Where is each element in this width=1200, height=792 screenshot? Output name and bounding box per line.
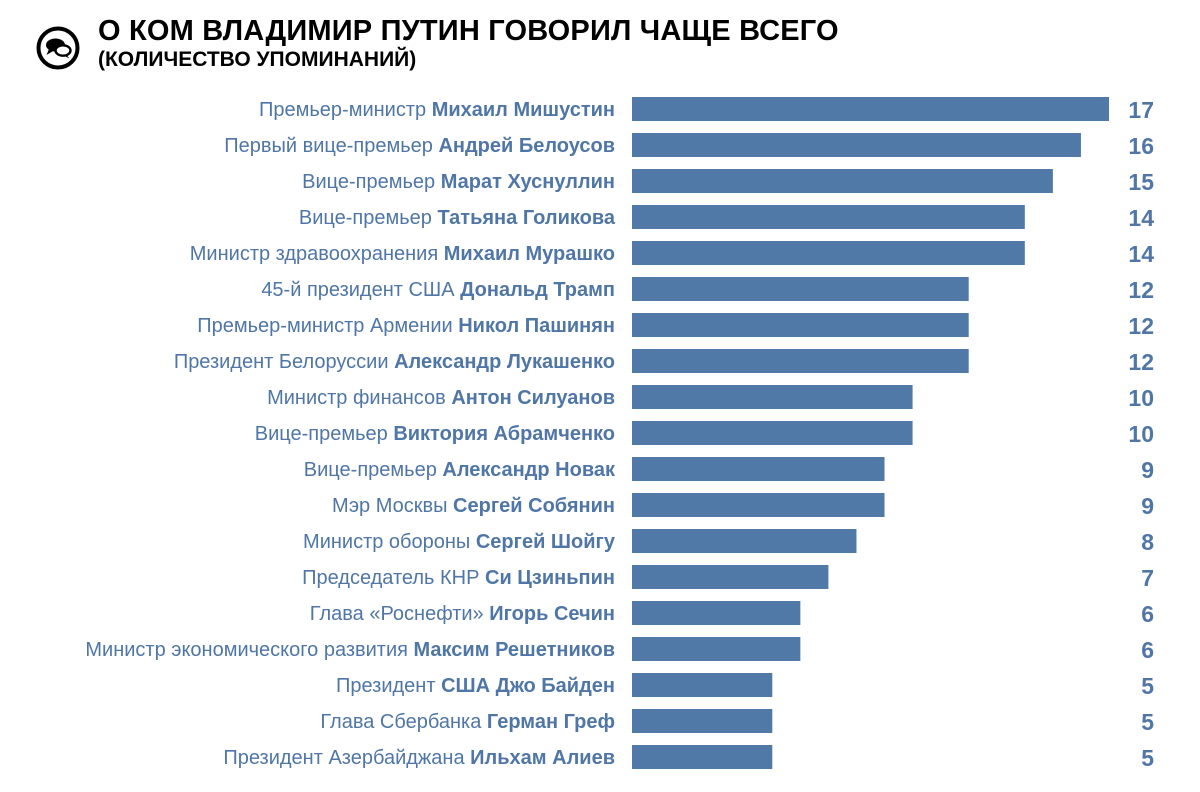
bar-label-person: Татьяна Голикова [437, 207, 615, 229]
bar-label: Председатель КНР Си Цзиньпин [302, 567, 615, 589]
bar-label-person: США Джо Байден [441, 675, 615, 697]
bar-value-label: 12 [1128, 277, 1154, 303]
bar [632, 277, 969, 301]
bar-label-role: Вице-премьер [302, 171, 441, 193]
bar-label-role: Министр экономического развития [85, 639, 413, 661]
bar-label-role: Вице-премьер [304, 459, 443, 481]
bar-value-label: 9 [1141, 493, 1154, 519]
bar-label-person: Михаил Мурашко [444, 243, 615, 265]
bar-label: 45-й президент США Дональд Трамп [261, 279, 615, 301]
bar-value-label: 15 [1128, 169, 1154, 195]
bar [632, 313, 969, 337]
bar-label-role: Глава «Роснефти» [310, 603, 489, 625]
bar-label-person: Игорь Сечин [489, 603, 615, 625]
chart-title: О КОМ ВЛАДИМИР ПУТИН ГОВОРИЛ ЧАЩЕ ВСЕГО [98, 15, 839, 47]
bar-label: Премьер-министр Армении Никол Пашинян [197, 315, 615, 337]
bar-label-role: Министр финансов [267, 387, 451, 409]
bar [632, 529, 857, 553]
bar-label-person: Антон Силуанов [451, 387, 615, 409]
bar-label-role: Глава Сбербанка [320, 711, 487, 733]
bar-label: Президент Азербайджана Ильхам Алиев [223, 747, 615, 769]
bar-label-person: Дональд Трамп [460, 279, 615, 301]
bar-value-label: 10 [1128, 421, 1154, 447]
bar-label-person: Никол Пашинян [458, 315, 615, 337]
bar-value-label: 14 [1128, 241, 1154, 267]
bar-label: Министр обороны Сергей Шойгу [303, 531, 616, 553]
bar-label: Вице-премьер Марат Хуснуллин [302, 171, 615, 193]
bar-label: Министр экономического развития Максим Р… [85, 639, 615, 661]
bar [632, 709, 773, 733]
bar [632, 349, 969, 373]
bar-label: Глава Сбербанка Герман Греф [320, 711, 615, 733]
bar-value-label: 14 [1128, 205, 1154, 231]
bar-label-person: Си Цзиньпин [485, 567, 615, 589]
bar-label-person: Герман Греф [487, 711, 615, 733]
bar-label-role: 45-й президент США [261, 279, 460, 301]
bar-label-person: Михаил Мишустин [432, 99, 615, 121]
bar-value-label: 6 [1141, 637, 1154, 663]
bar-label: Первый вице-премьер Андрей Белоусов [224, 135, 615, 157]
bar-value-label: 17 [1128, 97, 1154, 123]
bar [632, 241, 1025, 265]
bar [632, 421, 913, 445]
bar [632, 385, 913, 409]
bar [632, 457, 885, 481]
bar-label-role: Вице-премьер [299, 207, 438, 229]
bar-label-role: Первый вице-премьер [224, 135, 438, 157]
bar-value-label: 12 [1128, 349, 1154, 375]
bar-value-label: 8 [1141, 529, 1154, 555]
bar-label-role: Президент Белоруссии [174, 351, 394, 373]
bar [632, 565, 829, 589]
bar-label: Премьер-министр Михаил Мишустин [259, 99, 615, 121]
bar-label-person: Виктория Абрамченко [393, 423, 615, 445]
bar-label: Глава «Роснефти» Игорь Сечин [310, 603, 615, 625]
bar-value-label: 12 [1128, 313, 1154, 339]
bar-value-label: 10 [1128, 385, 1154, 411]
bar [632, 169, 1053, 193]
bar-label: Президент Белоруссии Александр Лукашенко [174, 351, 615, 373]
bar-label-role: Мэр Москвы [332, 495, 453, 517]
bar-value-label: 5 [1141, 673, 1154, 699]
bar-label: Министр здравоохранения Михаил Мурашко [190, 243, 615, 265]
bar [632, 493, 885, 517]
bar-label-role: Президент [336, 675, 441, 697]
bar-label: Министр финансов Антон Силуанов [267, 387, 615, 409]
chart-subtitle: (КОЛИЧЕСТВО УПОМИНАНИЙ) [98, 48, 417, 71]
bar-label-role: Министр здравоохранения [190, 243, 444, 265]
bar-value-label: 7 [1141, 565, 1154, 591]
bar-label-person: Максим Решетников [414, 639, 615, 661]
bar-label: Вице-премьер Татьяна Голикова [299, 207, 616, 229]
bar-label-person: Сергей Шойгу [476, 531, 616, 553]
bar-label-role: Премьер-министр Армении [197, 315, 458, 337]
bar-label-role: Премьер-министр [259, 99, 432, 121]
bar [632, 133, 1081, 157]
bar-label-role: Председатель КНР [302, 567, 485, 589]
bar [632, 97, 1109, 121]
bar-value-label: 5 [1141, 709, 1154, 735]
bar [632, 601, 801, 625]
bar-label: Президент США Джо Байден [336, 675, 615, 697]
bar-label: Мэр Москвы Сергей Собянин [332, 495, 615, 517]
bar-label-person: Марат Хуснуллин [441, 171, 615, 193]
bar-label-person: Ильхам Алиев [470, 747, 615, 769]
bar-value-label: 5 [1141, 745, 1154, 771]
bar [632, 637, 801, 661]
bar-label-role: Министр обороны [303, 531, 476, 553]
bar-label: Вице-премьер Александр Новак [304, 459, 616, 481]
bar-label-role: Вице-премьер [255, 423, 394, 445]
bar-value-label: 6 [1141, 601, 1154, 627]
bar [632, 745, 773, 769]
bar-label-person: Андрей Белоусов [438, 135, 615, 157]
bar-label: Вице-премьер Виктория Абрамченко [255, 423, 615, 445]
speech-bubbles-icon [36, 26, 80, 70]
bar [632, 205, 1025, 229]
bar-label-person: Александр Лукашенко [394, 351, 615, 373]
bar-label-role: Президент Азербайджана [223, 747, 470, 769]
bar-label-person: Сергей Собянин [453, 495, 615, 517]
bar-value-label: 16 [1128, 133, 1154, 159]
bar-value-label: 9 [1141, 457, 1154, 483]
bar-label-person: Александр Новак [442, 459, 616, 481]
bar [632, 673, 773, 697]
